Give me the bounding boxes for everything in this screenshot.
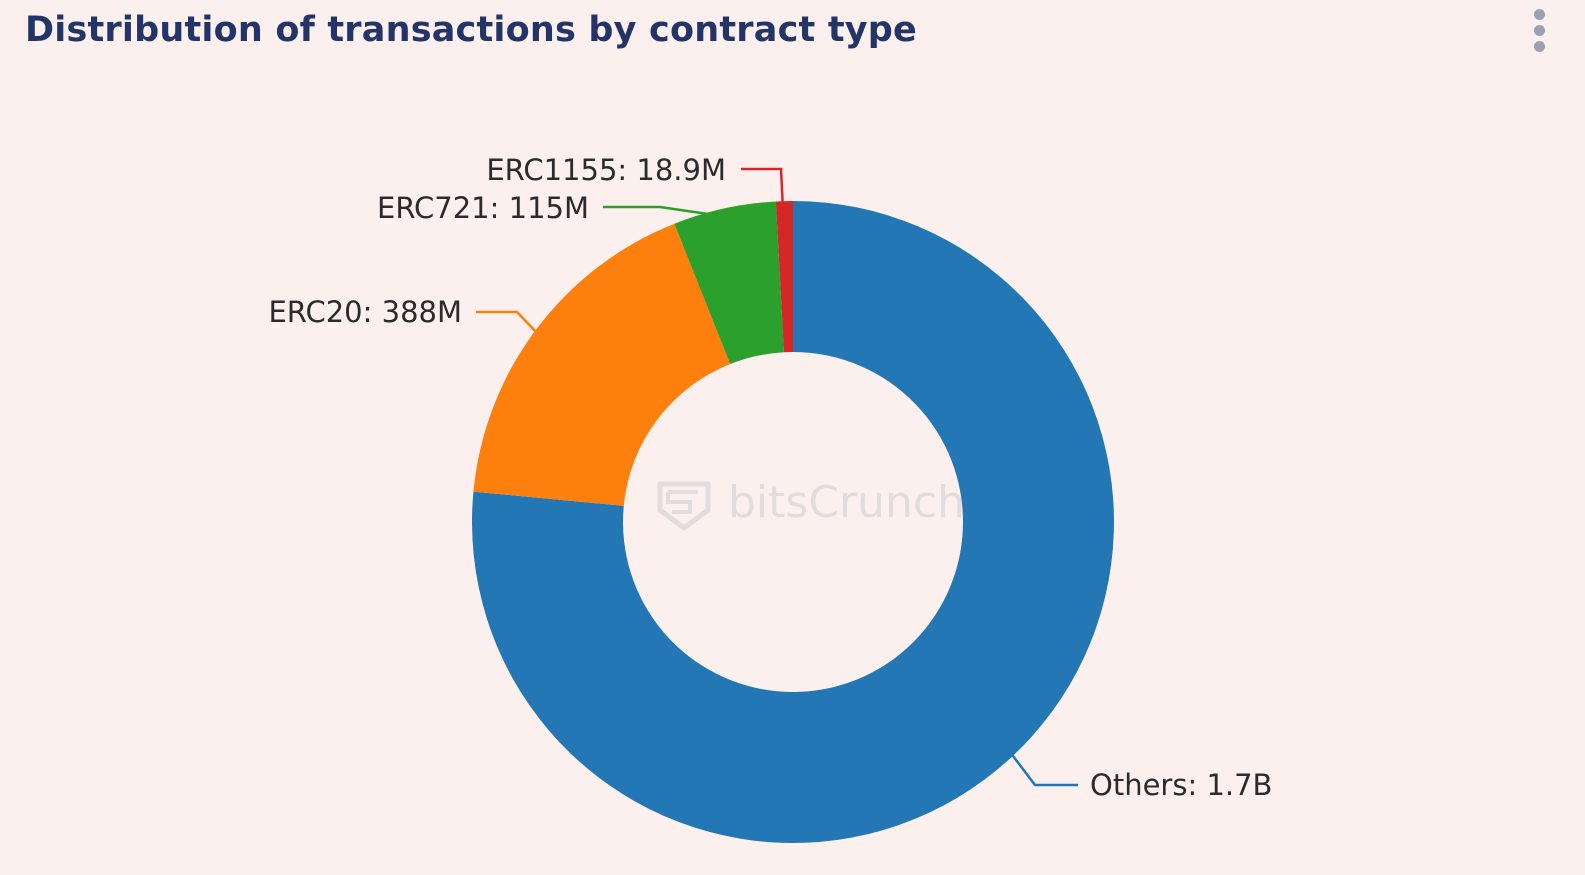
data-label-others: Others: 1.7B [1090, 768, 1272, 802]
data-label-erc1155: ERC1155: 18.9M [486, 153, 726, 187]
watermark-text: bitsCrunch [728, 477, 965, 528]
data-label-erc20: ERC20: 388M [268, 295, 462, 329]
leader-line-erc1155 [741, 167, 785, 211]
leader-line-erc721 [603, 205, 723, 218]
more-vertical-icon-dot [1534, 25, 1545, 36]
more-options-button[interactable] [1520, 6, 1560, 56]
watermark: bitsCrunch [657, 477, 965, 531]
page-title: Distribution of transactions by contract… [25, 10, 917, 50]
leader-line-others [1009, 751, 1078, 787]
slice-erc20[interactable] [473, 223, 731, 506]
slice-others[interactable] [472, 201, 1114, 843]
slice-erc721[interactable] [674, 201, 784, 365]
slice-labels: Others: 1.7B ERC20: 388M ERC721: 115M ERC11… [268, 153, 1272, 802]
more-vertical-icon [1534, 9, 1545, 20]
data-label-erc721: ERC721: 115M [377, 191, 589, 225]
bitscrunch-logo-icon [657, 481, 711, 531]
donut-slices [472, 201, 1114, 843]
more-vertical-icon-dot [1534, 41, 1545, 52]
leader-line-erc20 [476, 310, 539, 335]
slice-erc1155[interactable] [775, 201, 793, 353]
slice-leaders [476, 167, 1078, 787]
